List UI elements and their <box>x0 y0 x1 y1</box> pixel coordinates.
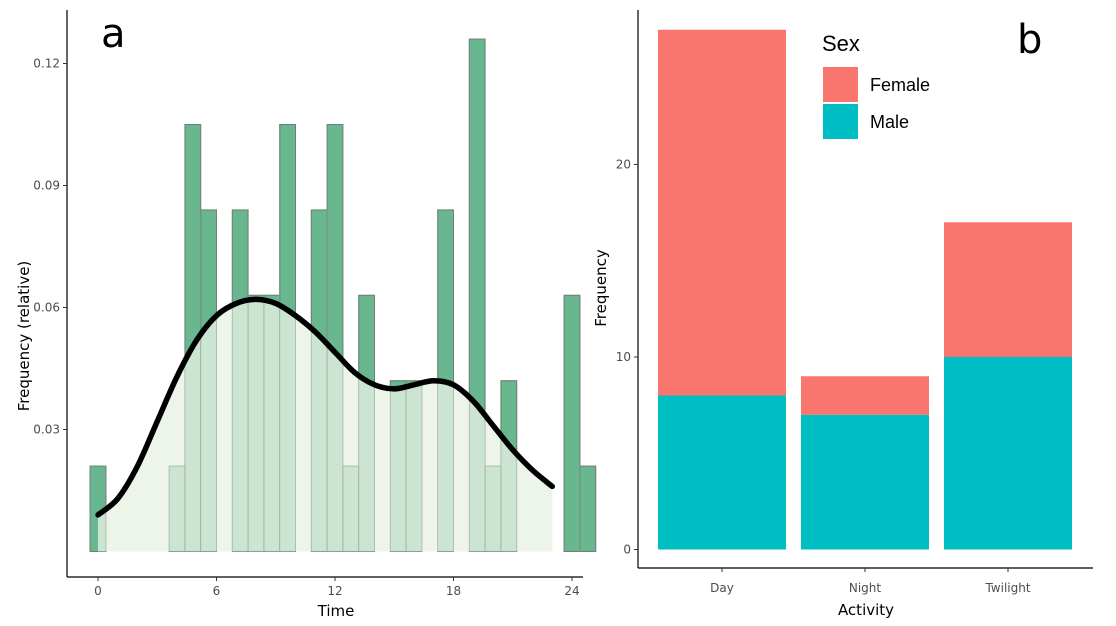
y-tick-label: 20 <box>616 158 631 172</box>
x-tick-label: 12 <box>327 584 342 598</box>
panel-a-bar-outlines <box>89 38 597 552</box>
histogram-bar-outline <box>468 38 486 552</box>
panel-b-legend: Sex Female Male <box>822 31 930 139</box>
legend-swatch <box>823 67 858 102</box>
legend-label: Female <box>870 75 930 95</box>
y-tick-label: 0 <box>623 543 631 557</box>
panel-b-y-axis-title: Frequency <box>592 249 610 327</box>
x-tick-label: Twilight <box>984 581 1030 595</box>
x-tick-label: 24 <box>564 584 579 598</box>
y-tick-label: 0.03 <box>33 423 60 437</box>
panel-a-histogram: 0 6 12 18 24 0.03 0.06 0.09 0.12 a Time Frequenc… <box>15 10 597 620</box>
x-tick-label: Day <box>710 581 734 595</box>
legend-swatch <box>823 104 858 139</box>
bar-male-twilight <box>944 357 1072 550</box>
panel-b-bars <box>658 29 1072 550</box>
y-tick-label: 0.12 <box>33 57 60 71</box>
panel-a-density-line <box>95 296 555 518</box>
legend-title: Sex <box>822 31 860 56</box>
x-tick-label: 6 <box>213 584 221 598</box>
bar-female-twilight <box>944 222 1072 357</box>
histogram-bar-outline <box>405 380 423 552</box>
panel-b-label: b <box>1017 17 1042 63</box>
y-tick-label: 10 <box>616 350 631 364</box>
histogram-bar <box>579 465 597 553</box>
histogram-bar-outline <box>579 465 597 552</box>
panel-a-y-axis-title: Frequency (relative) <box>15 261 33 412</box>
bar-male-night <box>801 414 929 550</box>
y-tick-label: 0.06 <box>33 301 60 315</box>
panel-a-x-axis-title: Time <box>317 602 355 620</box>
x-tick-label: 0 <box>94 584 102 598</box>
bar-female-night <box>801 376 929 415</box>
panel-a-density-fill <box>98 299 553 552</box>
bar-female-day <box>658 29 786 396</box>
x-tick-label: 18 <box>446 584 461 598</box>
histogram-bar-outline <box>279 124 296 552</box>
legend-label: Male <box>870 112 909 132</box>
histogram-bar-outline <box>358 294 375 552</box>
histogram-bar <box>563 294 581 552</box>
histogram-bar-outline <box>326 124 344 552</box>
histogram-bar-outline <box>200 209 217 552</box>
panel-a-label: a <box>101 11 126 57</box>
x-tick-label: Night <box>849 581 882 595</box>
bar-male-day <box>658 395 786 550</box>
panel-b-stacked-bar: 0 10 20 Day Night Twilight b Sex Female Male A… <box>592 10 1093 619</box>
panel-a-axes: 0 6 12 18 24 0.03 0.06 0.09 0.12 <box>33 10 583 598</box>
y-tick-label: 0.09 <box>33 179 60 193</box>
histogram-bar-outline <box>500 380 518 552</box>
panel-b-x-axis-title: Activity <box>838 601 894 619</box>
panel-b-axes: 0 10 20 Day Night Twilight <box>616 10 1093 595</box>
histogram-bar-outline <box>563 294 581 552</box>
